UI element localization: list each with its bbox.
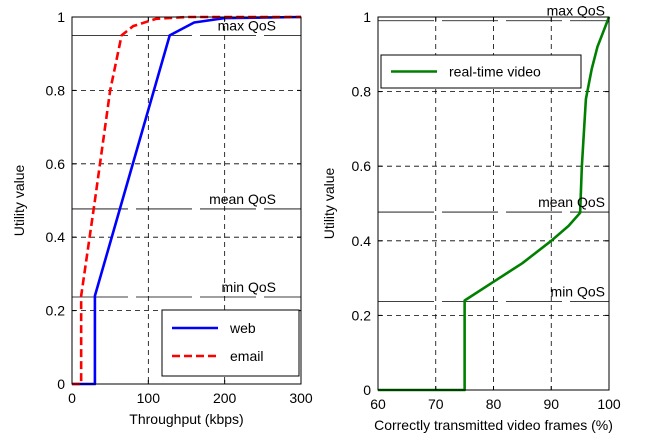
- x-tick-label: 100: [597, 396, 621, 412]
- legend-label: real-time video: [449, 64, 541, 80]
- y-tick-label: 0.2: [46, 303, 66, 319]
- x-tick-label: 0: [68, 390, 76, 406]
- series-line-real-time-video: [378, 16, 611, 392]
- y-tick-label: 0.4: [352, 233, 372, 249]
- chart-throughput: 0 100 200 300 0 0.2 0.4 0.6 0.8 1 Throughput (kbps…: [11, 9, 313, 427]
- y-axis-label: Utility value: [11, 165, 27, 237]
- series-line-email: [72, 15, 301, 386]
- y-tick-label: 0.8: [46, 82, 66, 98]
- x-axis-label: Correctly transmitted video frames (%): [374, 417, 613, 433]
- qos-label: mean QoS: [209, 191, 276, 207]
- x-tick-label: 70: [428, 396, 444, 412]
- y-tick-label: 0.4: [46, 229, 66, 245]
- x-tick-label: 90: [543, 396, 559, 412]
- x-tick-label: 80: [486, 396, 502, 412]
- axes-frame: [71, 16, 302, 385]
- legend-label: email: [230, 348, 263, 364]
- qos-label: max QoS: [218, 17, 276, 33]
- x-axis-label: Throughput (kbps): [129, 411, 243, 427]
- y-tick-label: 0: [363, 382, 371, 398]
- y-tick-label: 0.6: [352, 158, 372, 174]
- y-tick-label: 0.2: [352, 307, 372, 323]
- x-tick-label: 200: [213, 390, 237, 406]
- y-tick-label: 0.8: [352, 84, 372, 100]
- legend-label: web: [229, 320, 256, 336]
- chart-video-frames: 60 70 80 90 100 0 0.2 0.4 0.6 0.8 1 Correctly trans…: [321, 3, 621, 433]
- x-tick-label: 300: [289, 390, 313, 406]
- y-tick-label: 1: [363, 9, 371, 25]
- x-tick-label: 60: [370, 396, 386, 412]
- x-tick-label: 100: [137, 390, 161, 406]
- qos-label: max QoS: [547, 3, 605, 19]
- qos-label: min QoS: [551, 284, 605, 300]
- y-tick-label: 1: [57, 9, 65, 25]
- y-tick-label: 0.6: [46, 156, 66, 172]
- y-tick-label: 0: [57, 376, 65, 392]
- qos-label: mean QoS: [538, 194, 605, 210]
- qos-label: min QoS: [222, 279, 276, 295]
- y-axis-label: Utility value: [321, 168, 337, 240]
- legend-box: [161, 309, 300, 377]
